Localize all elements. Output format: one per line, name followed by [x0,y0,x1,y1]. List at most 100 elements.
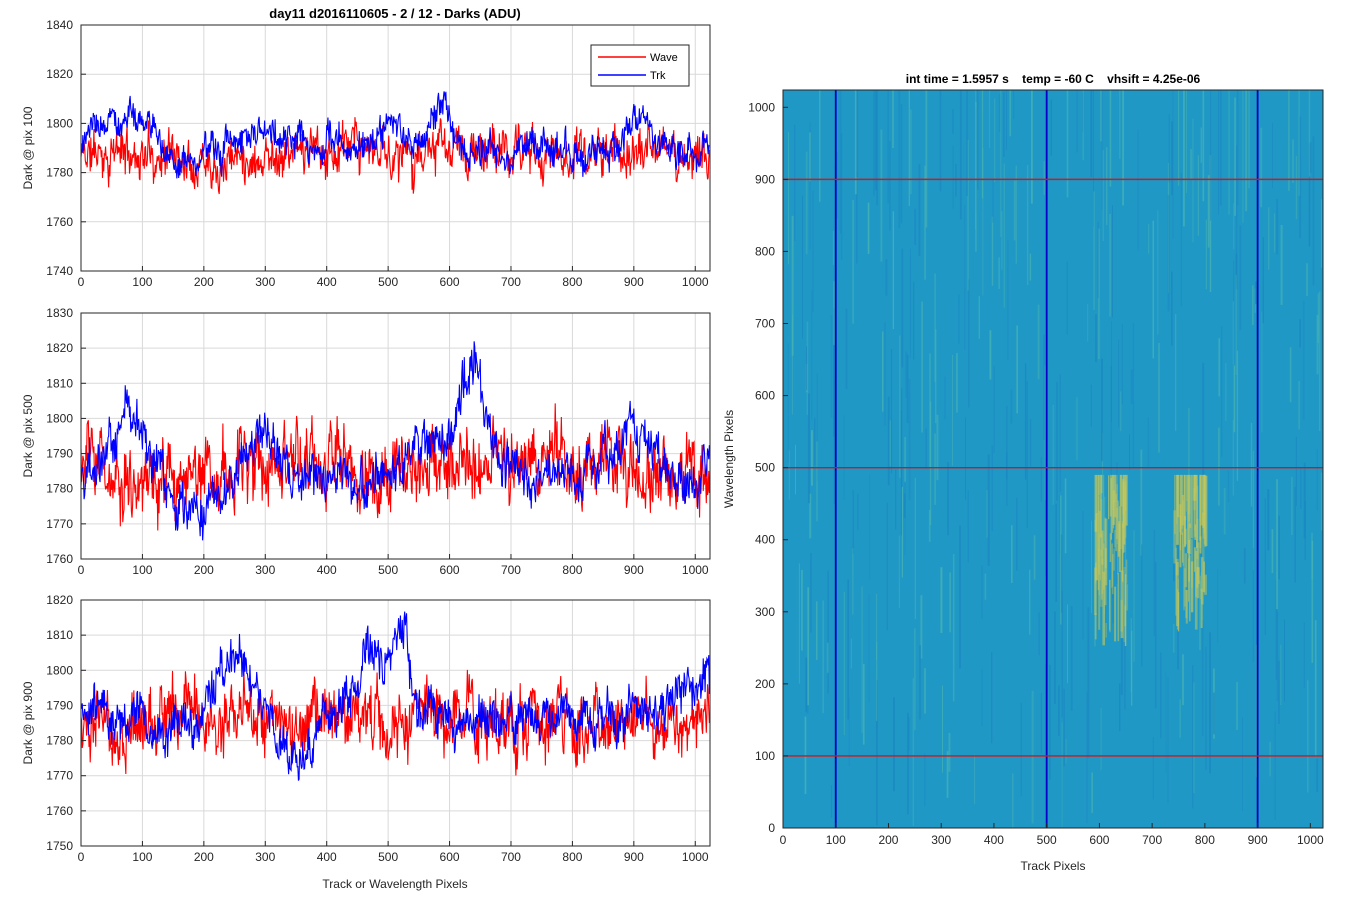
heatmap-hot-streak [1121,523,1123,582]
x-tick-label: 700 [501,850,521,864]
heatmap-streak [1298,90,1300,196]
heatmap-hot-streak [1203,475,1206,516]
x-tick-label: 1000 [1297,833,1324,847]
heatmap-streak [1193,682,1195,794]
x-tick-label: 400 [984,833,1004,847]
heatmap-streak [1122,90,1124,206]
heatmap-streak [1307,680,1309,793]
heatmap-streak [919,645,921,720]
heatmap-streak [965,417,966,500]
heatmap-streak [1056,381,1058,501]
heatmap-streak [1180,172,1182,307]
heatmap-hot-streak [1094,613,1097,640]
heatmap-hot-streak [1176,562,1179,627]
heatmap-streak [805,151,808,255]
heatmap-streak [956,353,958,413]
heatmap-hot-streak [1192,474,1196,501]
heatmap-streak [1314,620,1317,757]
y-axis-label: Dark @ pix 900 [21,681,35,764]
heatmap-hot-streak [1203,474,1206,528]
heatmap-hot-streak [1183,544,1185,611]
heatmap-hot-streak [1199,536,1202,554]
y-tick-label: 1000 [748,100,775,114]
x-tick-label: 700 [501,563,521,577]
heatmap-streak [991,216,994,286]
heatmap-streak [1152,220,1154,359]
heatmap-streak [1218,338,1220,397]
heatmap-hot-streak [1185,590,1188,624]
heatmap-streak [892,90,894,148]
axes-box [80,24,711,272]
heatmap-streak [791,215,794,356]
heatmap-streak [810,553,812,633]
heatmap-streak [924,668,926,714]
heatmap-hot-streak [1177,474,1180,518]
x-tick-label: 400 [317,563,337,577]
heatmap-streak [1076,90,1078,153]
heatmap-streak [908,717,910,751]
heatmap-streak [1300,468,1302,509]
heatmap-streak [1192,665,1194,809]
x-tick-label: 1000 [682,563,709,577]
heatmap-streak [982,147,984,296]
heatmap-streak [998,257,1000,289]
heatmap-streak [816,441,818,522]
y-tick-label: 1790 [46,698,73,712]
x-axis-label: Track Pixels [1021,859,1086,873]
heatmap-streak [905,351,908,398]
heatmap-streak [876,679,878,826]
x-tick-label: 800 [1195,833,1215,847]
heatmap-streak [1167,677,1169,804]
heatmap-hot-streak [1115,493,1118,552]
heatmap-streak [959,525,961,669]
marker-lines [783,90,1323,828]
heatmap-hot-streak [1193,474,1197,501]
heatmap-streak [1095,314,1097,363]
heatmap-streak [1040,457,1042,503]
heatmap-streak [986,490,988,538]
y-tick-label: 900 [755,172,775,186]
y-tick-label: 1760 [46,552,73,566]
heatmap-streak [1118,90,1121,159]
heatmap-streak [1148,223,1150,254]
heatmap-streak [1242,90,1244,223]
heatmap-streak [968,279,970,408]
heatmap-streak [1298,380,1300,430]
heatmap-streak [1132,323,1135,467]
heatmap-hot-streak [1184,553,1188,588]
heatmap-streak [1272,122,1273,189]
heatmap-hot-streak [1098,510,1101,581]
x-tick-label: 300 [255,563,275,577]
heatmap-streak [1029,569,1031,635]
heatmap-streak [944,376,946,420]
heatmap-streak [1020,702,1022,797]
heatmap-streak [807,587,809,706]
heatmap-streak [1090,384,1092,427]
heatmap-streak [811,430,813,486]
heatmap-streak [1236,90,1239,206]
heatmap-streak [1195,479,1196,554]
heatmap-streak [981,90,984,199]
heatmap-streak [854,90,857,195]
heatmap-streak [850,638,852,669]
heatmap-streak [924,753,926,806]
heatmap-streak [898,535,901,608]
heatmap-streak [876,90,878,206]
heatmap-streak [840,133,843,260]
heatmap-streak [1120,391,1122,432]
heatmap-streak [1029,253,1032,281]
heatmap-streak [928,510,931,542]
heatmap-hot-streak [1186,474,1188,512]
heatmap-streak [1205,646,1207,770]
heatmap-streak [1013,90,1015,119]
heatmap-streak [949,572,951,633]
tick-labels: 0 100 200 300 400 500 600 700 800 900 1000 1740 1760… [46,18,709,289]
heatmap-streak [1055,503,1057,602]
heatmap-hot-streak [1116,474,1118,544]
heatmap-streak [1130,369,1133,404]
heatmap-hot-streak [1103,474,1105,550]
heatmap-streak [1101,358,1103,462]
y-tick-label: 1760 [46,804,73,818]
heatmap-streak [942,685,943,773]
